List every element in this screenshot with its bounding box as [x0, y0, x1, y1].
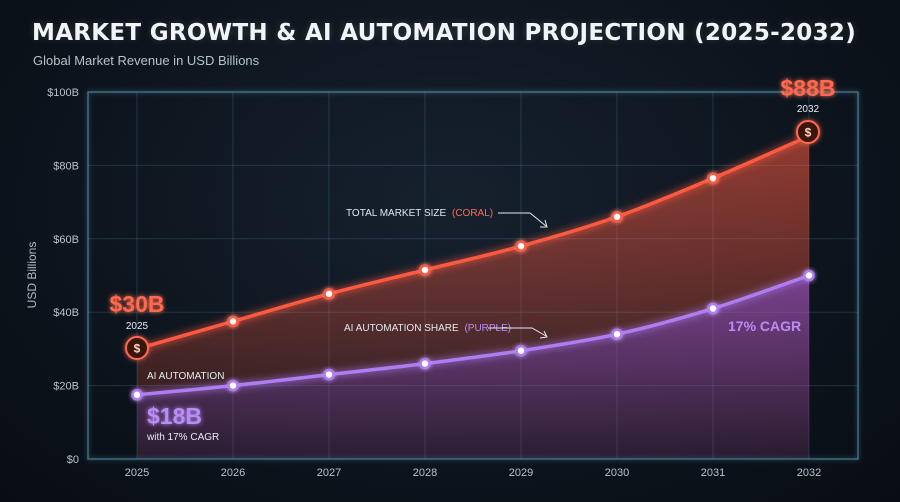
ai-start-value: $18B [147, 403, 202, 429]
coin-symbol-end: $ [805, 126, 812, 140]
total-market-point [323, 288, 335, 300]
ai-share-point [803, 269, 815, 282]
ai-share-label-tag: (PURPLE) [464, 323, 511, 334]
ai-share-point [611, 328, 623, 340]
ai-share-arrow [488, 327, 547, 337]
series-areas [137, 136, 809, 460]
x-tick-label: 2031 [701, 467, 725, 479]
y-axis-label: USD Billions [25, 242, 39, 309]
y-tick-label: $0 [67, 454, 79, 466]
total-market-arrow [498, 212, 547, 227]
x-tick-label: 2029 [509, 467, 533, 479]
ai-share-point [515, 344, 527, 357]
ai-share-point [227, 379, 239, 392]
coin-icon-end: $ [796, 120, 820, 144]
y-tick-label: $80B [53, 160, 79, 172]
ai-share-point [131, 389, 143, 401]
coin-symbol-start: $ [134, 342, 141, 356]
y-tick-label: $40B [53, 307, 79, 319]
ai-share-arrowhead [539, 330, 548, 339]
ai-start-subcaption: with 17% CAGR [146, 432, 219, 443]
total-market-arrowhead [540, 219, 548, 228]
x-tick-label: 2032 [797, 467, 821, 479]
cagr-label: 17% CAGR [728, 318, 801, 334]
total-market-point [227, 315, 239, 328]
start-year-label: 2025 [126, 321, 149, 332]
y-tick-label: $60B [53, 234, 79, 246]
ai-share-point [707, 302, 719, 315]
ai-share-point [323, 368, 335, 381]
end-value-label: $88B [781, 75, 836, 101]
x-tick-label: 2027 [317, 467, 341, 479]
chart-subtitle: Global Market Revenue in USD Billions [33, 53, 260, 68]
x-axis-ticks: 2025 2026 2027 2028 2029 2030 2031 2032 [125, 467, 821, 479]
series-points [131, 172, 815, 401]
x-tick-label: 2030 [605, 467, 629, 479]
y-tick-label: $20B [53, 381, 79, 393]
y-tick-label: $100B [47, 87, 79, 99]
x-tick-label: 2028 [413, 467, 437, 479]
chart-title: MARKET GROWTH & AI AUTOMATION PROJECTION… [32, 20, 857, 46]
start-value-label: $30B [110, 291, 165, 317]
ai-share-label-text: AI AUTOMATION SHARE [344, 323, 459, 334]
y-axis-ticks: $0 $20B $40B $60B $80B $100B [47, 87, 79, 466]
ai-share-point [419, 357, 431, 370]
x-tick-label: 2025 [125, 467, 149, 479]
end-year-label: 2032 [797, 104, 820, 115]
ai-share-area [137, 275, 809, 459]
total-market-label-tag: (CORAL) [452, 208, 493, 219]
total-market-label: TOTAL MARKET SIZE (CORAL) [346, 208, 493, 219]
total-market-point [707, 172, 719, 184]
x-tick-label: 2026 [221, 467, 245, 479]
coin-icon-start: $ [125, 336, 149, 360]
total-market-point [419, 264, 431, 276]
total-market-label-text: TOTAL MARKET SIZE [346, 208, 447, 219]
ai-share-label: AI AUTOMATION SHARE (PURPLE) [344, 323, 511, 334]
total-market-point [515, 240, 527, 252]
ai-start-caption: AI AUTOMATION [147, 371, 224, 382]
total-market-point [611, 211, 623, 223]
